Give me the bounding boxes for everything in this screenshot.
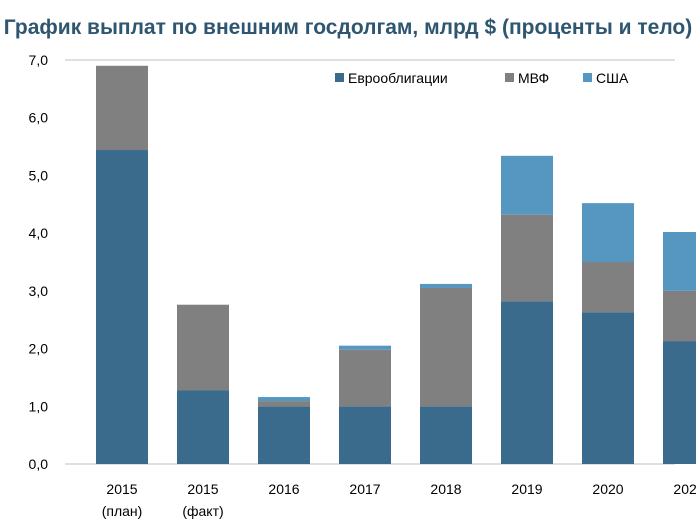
x-tick-sublabel: (план) [102,503,143,519]
bar-segment [258,406,310,464]
x-tick-label: 2017 [349,481,380,497]
legend-swatch [583,73,592,82]
bar-segment [663,341,696,464]
bar-segment [339,349,391,407]
chart-title: График выплат по внешним госдолгам, млрд… [4,16,692,39]
bar-segment [501,214,553,302]
bar-segment [582,312,634,464]
y-tick-label: 2,0 [29,341,49,357]
legend-label: МВФ [518,70,549,86]
y-tick-label: 5,0 [29,167,49,183]
x-tick-sublabel: (факт) [182,503,223,519]
bar-segment [339,406,391,464]
y-tick-label: 6,0 [29,110,49,126]
y-tick-label: 3,0 [29,283,49,299]
legend-swatch [505,73,514,82]
x-tick-label: 2015 [106,481,137,497]
legend-label: Еврооблигации [348,70,448,86]
bar-segment [501,301,553,464]
x-tick-label: 2021 [673,481,696,497]
bar-segment [663,231,696,291]
bar-segment [582,262,634,313]
legend-swatch [335,73,344,82]
legend: Еврооблигации МВФ США [335,70,629,86]
bar-segment [420,406,472,464]
bar-segment [96,150,148,464]
y-tick-label: 4,0 [29,225,49,241]
bar-segment [420,283,472,288]
y-tick-label: 7,0 [29,52,49,68]
bar-segment [258,401,310,407]
bar-segment [96,65,148,151]
bar-segment [339,345,391,350]
x-tick-label: 2019 [511,481,542,497]
bar-segment [420,287,472,407]
bar-segment [177,390,229,464]
y-tick-label: 1,0 [29,398,49,414]
y-tick-label: 0,0 [29,456,49,472]
bar-segment [582,203,634,262]
bar-segment [177,304,229,391]
bar-segment [501,155,553,215]
bar-segment [258,397,310,402]
bar-segment [663,290,696,342]
x-tick-label: 2016 [268,481,299,497]
x-tick-label: 2015 [187,481,218,497]
x-tick-label: 2020 [592,481,623,497]
x-tick-label: 2018 [430,481,461,497]
legend-label: США [596,70,629,86]
